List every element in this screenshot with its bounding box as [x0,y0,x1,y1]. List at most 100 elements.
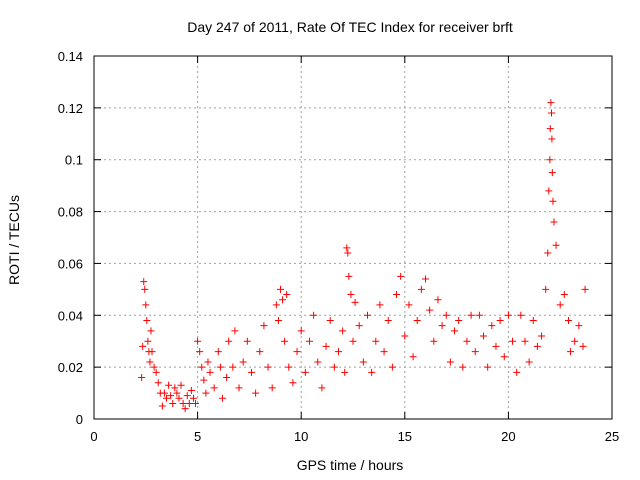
data-point [239,358,247,366]
data-point [364,311,372,319]
data-point [548,135,556,143]
data-point [158,402,166,410]
data-point [330,363,338,371]
chart-title: Day 247 of 2011, Rate Of TEC Index for r… [187,19,513,35]
data-point [384,316,392,324]
data-point [417,285,425,293]
y-tick-label: 0.14 [58,49,83,64]
data-point [318,384,326,392]
data-point [272,301,280,309]
data-point [344,249,352,257]
data-point [339,327,347,335]
data-point [442,311,450,319]
data-point [545,187,553,195]
data-point [281,337,289,345]
data-point [279,296,287,304]
data-point [322,342,330,350]
data-point [143,316,151,324]
data-point [297,327,305,335]
data-point [264,363,272,371]
data-point [409,353,417,361]
data-point [210,384,218,392]
y-tick-label: 0.1 [65,153,83,168]
data-point [422,275,430,283]
data-point [359,358,367,366]
data-point [268,384,276,392]
data-point [549,197,557,205]
x-tick-label: 20 [501,429,515,444]
y-tick-label: 0.04 [58,308,83,323]
data-point [310,311,318,319]
x-tick-label: 15 [398,429,412,444]
data-point [560,291,568,299]
data-point [177,381,185,389]
data-point [504,311,512,319]
data-point [214,348,222,356]
data-point [388,363,396,371]
plot-frame [93,55,613,420]
data-point [393,291,401,299]
data-point [175,394,183,402]
data-point [293,348,301,356]
data-point [167,392,175,400]
data-point [223,374,231,382]
data-point [142,301,150,309]
data-point [154,379,162,387]
y-tick-label: 0 [76,412,83,427]
data-point [401,332,409,340]
data-point [413,316,421,324]
data-point [148,348,156,356]
data-point [169,399,177,407]
data-point [525,358,533,366]
y-axis-title: ROTI / TECUs [6,195,22,285]
data-point [509,337,517,345]
data-point [438,322,446,330]
data-point [198,363,206,371]
data-point [147,327,155,335]
data-point [140,278,148,286]
data-point [349,337,357,345]
data-point [196,348,204,356]
data-point [533,342,541,350]
data-point [150,363,158,371]
data-point [252,389,260,397]
data-point [405,301,413,309]
data-point [552,241,560,249]
data-point [187,386,195,394]
data-point [181,405,189,413]
data-point [218,394,226,402]
tick-labels: 0 5 10 15 20 25 0 0.02 0.04 0.06 0.08 0.1 0.12 0.14 [58,49,620,444]
data-point [260,322,268,330]
data-point [231,327,239,335]
data-point [547,109,555,117]
data-points [138,99,589,413]
data-point [500,353,508,361]
data-point [529,316,537,324]
data-point [138,374,146,382]
data-point [235,384,243,392]
data-point [256,348,264,356]
data-point [289,379,297,387]
data-point [521,337,529,345]
data-point [345,272,353,280]
data-point [548,169,556,177]
data-point [467,311,475,319]
x-axis-title: GPS time / hours [297,457,404,473]
data-point [571,337,579,345]
data-point [152,368,160,376]
data-point [283,291,291,299]
x-tick-label: 0 [90,429,97,444]
data-point [550,218,558,226]
data-point [247,368,255,376]
data-point [146,358,154,366]
data-point [171,384,179,392]
data-point [488,322,496,330]
data-point [355,322,363,330]
data-point [372,337,380,345]
data-point [206,368,214,376]
data-point [274,316,282,324]
data-point [496,316,504,324]
data-point [579,342,587,350]
